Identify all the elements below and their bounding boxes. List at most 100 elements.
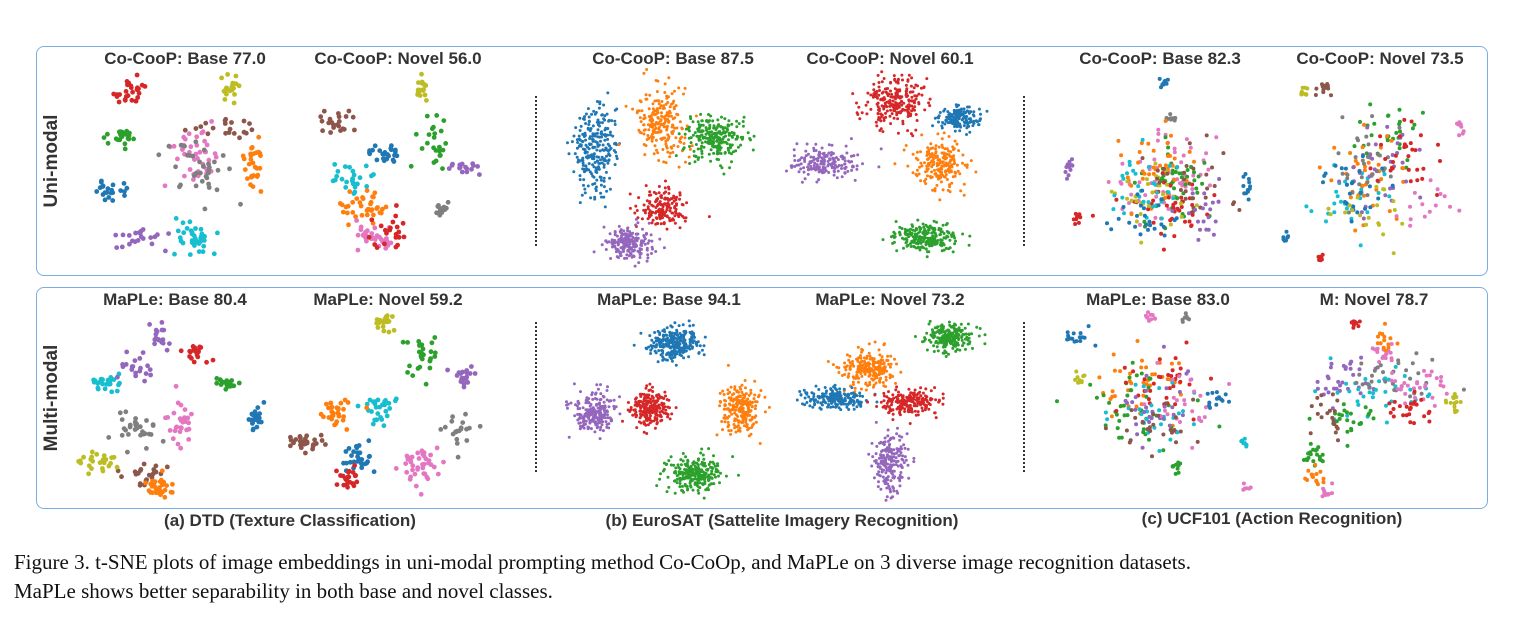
embedding-point xyxy=(677,470,681,474)
embedding-point xyxy=(607,405,611,409)
embedding-point xyxy=(690,332,694,336)
embedding-point xyxy=(1366,142,1371,147)
embedding-point xyxy=(1349,219,1354,224)
embedding-point xyxy=(710,476,714,480)
embedding-point xyxy=(715,145,719,149)
embedding-point xyxy=(971,124,975,128)
embedding-point xyxy=(1402,145,1407,150)
embedding-point xyxy=(817,153,821,157)
embedding-point xyxy=(695,134,699,138)
embedding-point xyxy=(651,218,655,222)
embedding-point xyxy=(656,111,660,115)
embedding-point xyxy=(600,135,604,139)
embedding-point xyxy=(665,333,669,337)
row-label-uni-modal: Uni-modal xyxy=(41,114,62,208)
embedding-point xyxy=(649,233,653,237)
embedding-point xyxy=(851,92,855,96)
embedding-point xyxy=(701,453,705,457)
embedding-point xyxy=(1316,254,1321,259)
embedding-point xyxy=(608,133,612,137)
embedding-point xyxy=(730,160,733,164)
embedding-point xyxy=(669,197,673,201)
embedding-point xyxy=(596,406,600,410)
embedding-point xyxy=(610,119,614,123)
embedding-point xyxy=(1317,165,1322,170)
embedding-point xyxy=(668,155,672,159)
embedding-point xyxy=(926,146,930,150)
embedding-point xyxy=(581,406,585,410)
embedding-point xyxy=(334,482,340,487)
embedding-point xyxy=(369,231,375,236)
embedding-point xyxy=(207,165,212,170)
embedding-point xyxy=(654,339,658,343)
embedding-point xyxy=(1074,217,1079,222)
embedding-point xyxy=(735,125,739,129)
embedding-point xyxy=(658,106,662,110)
embedding-point xyxy=(689,136,693,140)
embedding-point xyxy=(415,450,421,456)
embedding-point xyxy=(598,121,602,125)
embedding-point xyxy=(841,155,845,159)
embedding-point xyxy=(655,99,659,103)
embedding-point xyxy=(219,75,225,81)
embedding-point xyxy=(614,150,618,154)
embedding-point xyxy=(210,125,216,131)
embedding-point xyxy=(416,339,422,344)
embedding-point xyxy=(204,142,210,148)
embedding-point xyxy=(229,120,234,125)
embedding-point xyxy=(916,84,919,88)
embedding-point xyxy=(696,463,700,467)
embedding-point xyxy=(724,474,728,478)
embedding-point xyxy=(938,198,942,202)
embedding-point xyxy=(608,416,612,420)
embedding-point xyxy=(464,426,469,432)
embedding-point xyxy=(969,159,973,163)
embedding-point xyxy=(925,232,929,236)
embedding-point xyxy=(972,114,976,118)
embedding-point xyxy=(673,349,677,353)
embedding-point xyxy=(886,87,890,90)
embedding-point xyxy=(876,73,880,77)
embedding-point xyxy=(686,487,690,491)
embedding-point xyxy=(687,319,691,323)
embedding-point xyxy=(1142,171,1147,176)
embedding-point xyxy=(951,250,955,254)
embedding-point xyxy=(144,418,149,423)
embedding-point xyxy=(937,145,941,149)
embedding-point xyxy=(643,153,647,157)
embedding-point xyxy=(1140,176,1145,181)
embedding-point xyxy=(744,386,747,390)
embedding-point xyxy=(679,458,683,462)
embedding-point xyxy=(826,164,830,168)
embedding-point xyxy=(250,420,256,426)
embedding-point xyxy=(337,201,343,206)
embedding-point xyxy=(408,474,413,480)
embedding-point xyxy=(1157,76,1162,81)
embedding-point xyxy=(660,348,664,352)
embedding-point xyxy=(684,349,688,353)
embedding-point xyxy=(822,170,826,174)
embedding-point xyxy=(653,109,657,113)
embedding-point xyxy=(642,420,646,424)
embedding-point xyxy=(649,135,653,138)
embedding-point xyxy=(711,466,715,470)
embedding-point xyxy=(143,371,149,376)
embedding-point xyxy=(745,399,749,403)
embedding-point xyxy=(731,455,735,459)
embedding-point xyxy=(683,219,687,223)
embedding-point xyxy=(1187,219,1192,224)
embedding-point xyxy=(567,152,571,156)
embedding-point xyxy=(603,405,606,409)
embedding-point xyxy=(199,178,205,184)
embedding-point xyxy=(639,409,642,412)
embedding-point xyxy=(702,457,706,461)
embedding-point xyxy=(733,385,737,389)
embedding-point xyxy=(1367,184,1372,189)
embedding-point xyxy=(906,232,910,236)
embedding-point xyxy=(1159,231,1164,236)
embedding-point xyxy=(881,130,885,134)
embedding-point xyxy=(625,253,629,257)
embedding-point xyxy=(130,238,135,244)
embedding-point xyxy=(688,324,692,328)
embedding-point xyxy=(906,115,910,118)
